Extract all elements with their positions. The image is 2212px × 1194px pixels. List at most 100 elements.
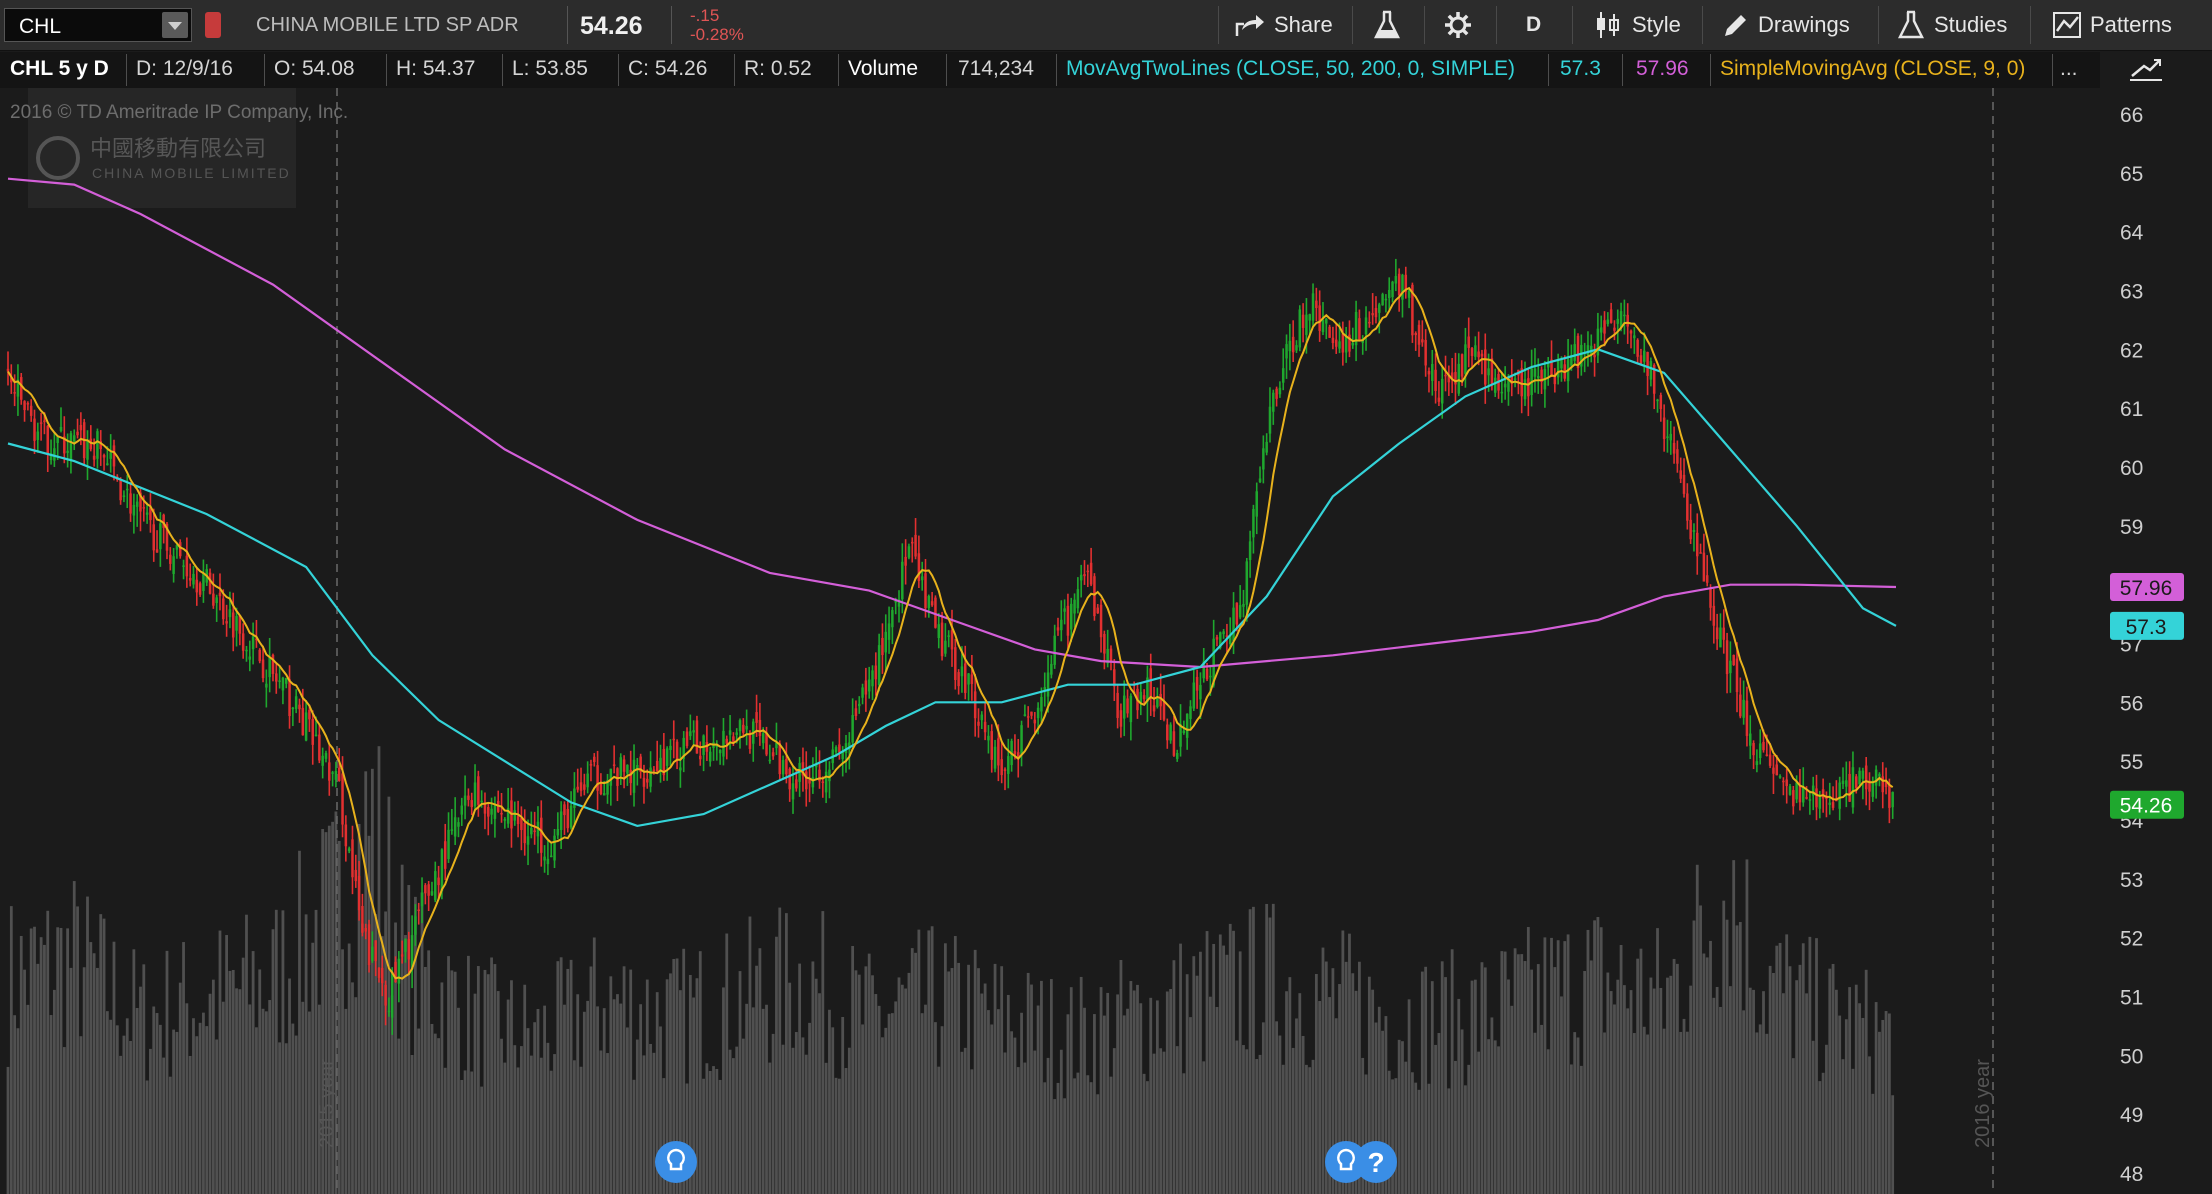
candle-body xyxy=(771,752,775,757)
earnings-event-1[interactable] xyxy=(655,1141,697,1183)
chart-title[interactable]: CHL 5 y D xyxy=(10,57,109,80)
drawings-button[interactable]: Drawings xyxy=(1722,0,1850,50)
style-button[interactable]: Style xyxy=(1594,0,1681,50)
volume-bar xyxy=(337,840,341,1194)
candle-body xyxy=(361,906,364,933)
candle-body xyxy=(420,892,424,907)
candle-body xyxy=(540,817,543,853)
volume-bar xyxy=(996,1009,1000,1194)
divider xyxy=(1496,6,1497,44)
candle-body xyxy=(1013,751,1017,755)
volume-bar xyxy=(818,993,821,1194)
candle-body xyxy=(397,958,401,984)
candle-body xyxy=(990,731,994,760)
studies-button[interactable]: Studies xyxy=(1898,0,2007,50)
candle-body xyxy=(1457,363,1461,394)
candle-body xyxy=(324,753,328,759)
candle-body xyxy=(818,769,821,782)
share-button[interactable]: Share xyxy=(1234,0,1333,50)
candle-body xyxy=(1245,561,1249,605)
price-tick-label: 65 xyxy=(2120,163,2143,186)
volume-bar xyxy=(1536,964,1540,1194)
settings-button[interactable] xyxy=(1444,0,1472,50)
candle-body xyxy=(367,924,371,966)
candle-body xyxy=(1788,786,1792,795)
volume-bar xyxy=(1331,968,1335,1194)
candle-body xyxy=(583,784,586,790)
candle-body xyxy=(1854,776,1858,788)
candle-body xyxy=(1719,627,1722,648)
candle-body xyxy=(1739,694,1742,717)
volume-bar xyxy=(43,944,46,1194)
volume-bar xyxy=(914,952,917,1194)
volume-bar xyxy=(19,935,23,1194)
volume-bar xyxy=(695,978,699,1194)
volume-label[interactable]: Volume xyxy=(848,57,919,80)
candle-body xyxy=(1162,701,1166,720)
price-chart[interactable]: 2015 year 2016 year 2016 © TD Ameritrade … xyxy=(0,88,2212,1194)
candle-body xyxy=(1232,607,1235,642)
symbol-input[interactable]: CHL xyxy=(4,8,192,42)
volume-bar xyxy=(837,1078,841,1194)
price-axis-settings-button[interactable] xyxy=(2108,52,2212,88)
volume-bar xyxy=(56,927,60,1194)
volume-bar xyxy=(374,914,378,1194)
volume-bar xyxy=(1520,954,1524,1194)
volume-bar xyxy=(1265,903,1269,1194)
volume-bar xyxy=(493,964,497,1194)
unknown-event[interactable]: ? xyxy=(1355,1141,1397,1183)
earnings-event-2[interactable] xyxy=(1325,1141,1367,1183)
candle-body xyxy=(1527,378,1530,397)
candle-body xyxy=(1845,780,1848,787)
volume-bar xyxy=(1517,954,1520,1194)
volume-bar xyxy=(1109,1076,1113,1194)
candle-body xyxy=(381,967,384,984)
volume-bar xyxy=(851,946,855,1194)
more-studies[interactable]: ... xyxy=(2060,57,2078,80)
volume-bar xyxy=(1374,1022,1378,1194)
volume-bar xyxy=(828,1009,831,1194)
study-ma-two-lines[interactable]: MovAvgTwoLines (CLOSE, 50, 200, 0, SIMPL… xyxy=(1066,57,1515,80)
volume-bar xyxy=(533,1022,537,1194)
volume-bar xyxy=(59,927,63,1194)
volume-bar xyxy=(920,1013,924,1194)
volume-bar xyxy=(1314,974,1318,1194)
price-tick-label: 66 xyxy=(2120,104,2143,127)
volume-bar xyxy=(1573,1032,1577,1194)
symbol-dropdown-button[interactable] xyxy=(162,12,188,38)
candle-body xyxy=(930,601,934,606)
volume-bar xyxy=(1801,943,1805,1194)
watermark: 2016 © TD Ameritrade IP Company, Inc. 中國… xyxy=(10,88,348,208)
volume-bar xyxy=(46,910,50,1194)
candle-body xyxy=(1884,782,1888,788)
candle-body xyxy=(328,762,331,781)
volume-bar xyxy=(1656,928,1659,1194)
logo-english-text: CHINA MOBILE LIMITED xyxy=(92,165,291,181)
period-button[interactable]: D xyxy=(1526,13,1542,36)
candle-body xyxy=(172,556,175,574)
volume-bar xyxy=(1321,947,1325,1194)
candle-body xyxy=(1775,764,1779,776)
volume-bar xyxy=(390,995,394,1194)
volume-bar xyxy=(857,974,861,1194)
candle-body xyxy=(1225,635,1229,637)
study-sma9[interactable]: SimpleMovingAvg (CLOSE, 9, 0) xyxy=(1720,57,2026,80)
candle-body xyxy=(738,720,742,732)
volume-bar xyxy=(884,1027,888,1194)
flask-button[interactable] xyxy=(1374,0,1400,50)
price-badge-label: 57.3 xyxy=(2126,616,2167,639)
volume-bar xyxy=(370,768,374,1194)
candle-body xyxy=(702,735,705,755)
volume-bar xyxy=(1513,948,1517,1194)
patterns-button[interactable]: Patterns xyxy=(2052,0,2172,50)
volume-bar xyxy=(1825,1044,1828,1194)
volume-bar xyxy=(135,1007,139,1194)
flag-icon[interactable] xyxy=(205,12,221,38)
candle-body xyxy=(1454,371,1457,385)
volume-bar xyxy=(881,1037,884,1194)
candle-body xyxy=(1325,318,1328,324)
volume-bar xyxy=(384,911,387,1194)
candle-body xyxy=(1586,345,1590,356)
volume-bar xyxy=(1560,996,1563,1194)
volume-bar xyxy=(993,963,997,1194)
